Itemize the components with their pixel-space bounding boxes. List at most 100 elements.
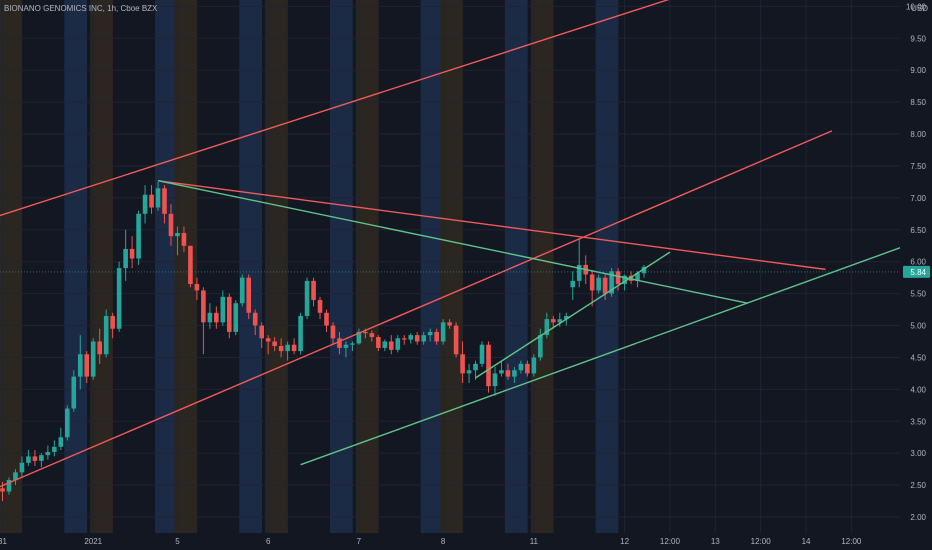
price-tick-label: 6.00 [910, 258, 926, 267]
candle-body [382, 341, 388, 348]
premarket-session [265, 0, 288, 533]
time-tick-label: 14 [802, 537, 811, 546]
premarket-session [440, 0, 463, 533]
candle-body [201, 290, 206, 323]
premarket-session [355, 0, 379, 533]
time-tick-label: 6 [266, 537, 271, 546]
time-axis-background [0, 533, 932, 550]
candle-body [13, 472, 18, 481]
candle-body [414, 335, 420, 342]
candle-body [39, 455, 44, 461]
price-tick-label: 8.50 [910, 98, 926, 107]
candle-body [259, 325, 264, 339]
time-tick-label: 12:00 [841, 537, 862, 546]
candle-body [149, 194, 154, 208]
last-price-value: 5.84 [910, 268, 926, 277]
candle-body [207, 312, 213, 323]
candle-body [239, 277, 245, 304]
candle-body [19, 462, 25, 473]
price-tick-label: 7.00 [910, 194, 926, 203]
candle-body [181, 232, 187, 246]
candle-body [97, 341, 102, 355]
candle-body [188, 245, 193, 285]
last-price-label: 5.84 [0, 265, 930, 278]
candle-body [90, 341, 96, 377]
candle-body [466, 370, 472, 374]
candle-body [252, 312, 258, 326]
candle-body [635, 273, 640, 281]
candle-body [0, 488, 5, 492]
afterhours-session [420, 0, 444, 533]
candle-body [447, 322, 452, 326]
candle-body [324, 312, 329, 326]
candle-body [162, 188, 167, 214]
time-axis[interactable]: 31 2021 5 6 7 8 11 12 12:00 13 12:00 14 12:00 [0, 533, 932, 550]
time-tick-label: 12:00 [660, 537, 681, 546]
candle-body [602, 277, 608, 294]
time-tick-label: 11 [530, 537, 539, 546]
candle-body [356, 331, 362, 344]
time-tick-label: 2021 [84, 537, 102, 546]
candle-body [363, 331, 368, 334]
candle-body [609, 271, 614, 294]
candle-body [265, 338, 271, 342]
candle-body [395, 338, 401, 350]
candle-body [460, 354, 465, 374]
candle-body [52, 446, 57, 452]
candle-body [492, 373, 498, 387]
candle-body [285, 344, 290, 352]
candle-body [512, 370, 517, 377]
trendlines [0, 0, 932, 488]
candle-body [129, 248, 135, 259]
candle-body [214, 312, 219, 323]
time-tick-label: 12 [620, 537, 629, 546]
candle-body [427, 331, 433, 336]
candle-body [45, 451, 51, 456]
candle-body [246, 277, 252, 313]
candle-body [317, 300, 323, 313]
candle-body [58, 437, 64, 447]
candle-body [421, 335, 426, 342]
red-trendline [0, 0, 670, 217]
candle-body [298, 315, 303, 352]
candle-body [220, 296, 226, 323]
chart-title: BIONANO GENOMICS INC, 1h, Cboe BZX [4, 4, 158, 13]
candle-body [103, 315, 109, 355]
candle-body [505, 370, 511, 377]
candle-body [116, 268, 122, 329]
green-trendline [475, 251, 671, 379]
time-tick-label: 5 [175, 537, 180, 546]
candle-body [563, 315, 569, 320]
candles [0, 181, 647, 502]
candle-body [142, 194, 148, 214]
candle-body [311, 280, 316, 301]
candle-body [376, 337, 381, 348]
candle-body [538, 335, 543, 358]
candle-body [499, 370, 504, 374]
price-tick-label: 2.50 [910, 481, 926, 490]
candle-body [551, 319, 556, 323]
candle-body [615, 271, 621, 285]
candle-body [65, 408, 70, 438]
price-tick-label: 3.50 [910, 417, 926, 426]
candle-body [168, 213, 174, 237]
price-tick-label: 4.00 [910, 385, 926, 394]
price-tick-label: 5.00 [910, 322, 926, 331]
price-tick-label: 4.50 [910, 353, 926, 362]
time-tick-label: 12:00 [751, 537, 772, 546]
candle-body [337, 338, 342, 348]
red-trendline [0, 130, 833, 488]
candle-body [473, 363, 478, 371]
green-trendline [300, 235, 932, 466]
candle-body [557, 319, 563, 323]
afterhours-session [595, 0, 619, 533]
candle-body [26, 456, 31, 463]
price-tick-label: 6.50 [910, 226, 926, 235]
candle-body [136, 213, 141, 259]
premarket-session [530, 0, 554, 533]
candle-body [6, 480, 12, 492]
candle-body [641, 266, 647, 274]
price-tick-label: 10.00 [906, 2, 927, 11]
